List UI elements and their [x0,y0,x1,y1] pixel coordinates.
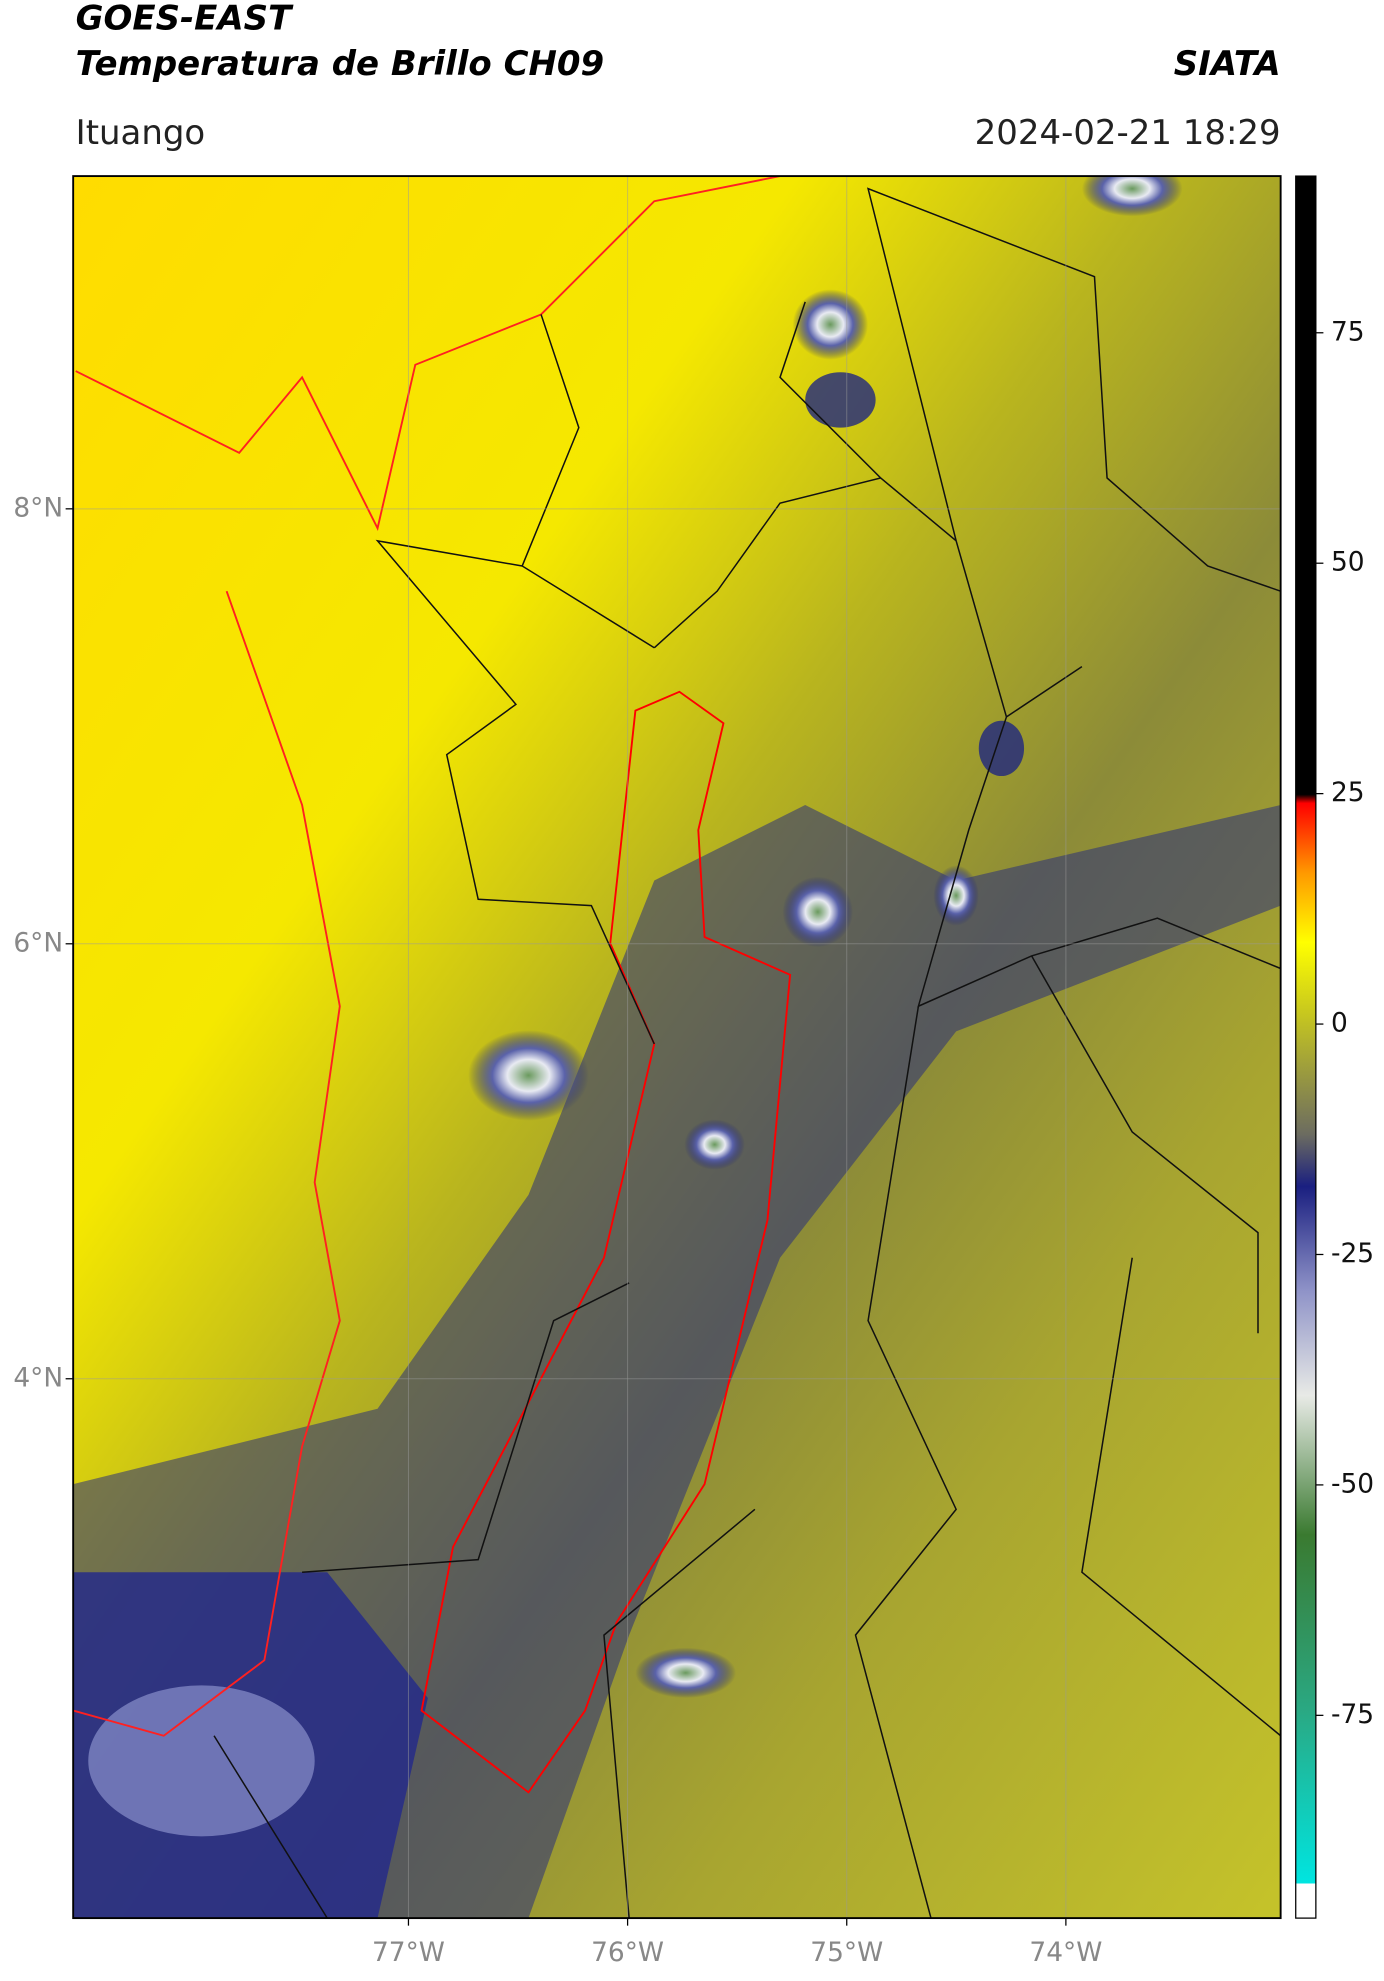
x-tick-label: 75°W [810,1937,883,1968]
colorbar-tick-label: -75 [1331,1699,1374,1730]
region: Ituango [76,113,206,153]
x-tick-label: 76°W [591,1937,664,1968]
source: SIATA [1174,44,1281,84]
colorbar-tick-label: -50 [1331,1468,1374,1499]
subtitle: Temperatura de Brillo CH09 [76,44,604,84]
colorbar-tick-label: 75 [1331,316,1365,347]
y-tick-label: 6°N [13,927,63,958]
colorbar [1295,175,1317,1919]
x-tick-label: 74°W [1029,1937,1102,1968]
colorbar-tick-label: 25 [1331,777,1365,808]
map-image [73,176,1281,1919]
y-tick-label: 8°N [13,492,63,523]
colorbar-tick-label: 50 [1331,547,1365,578]
colorbar-tick-label: 0 [1331,1008,1348,1039]
graticule: 77°W 76°W 75°W 74°W 8°N 6°N 4°N [13,176,1281,1968]
title: GOES-EAST [76,0,294,39]
colorbar-ticks: 75 50 25 0 -25 -50 -75 [1315,316,1374,1730]
y-tick-label: 4°N [13,1362,63,1393]
timestamp: 2024-02-21 18:29 [975,113,1281,153]
map-frame [72,175,1282,1920]
x-tick-label: 77°W [372,1937,445,1968]
colorbar-tick-label: -25 [1331,1238,1374,1269]
